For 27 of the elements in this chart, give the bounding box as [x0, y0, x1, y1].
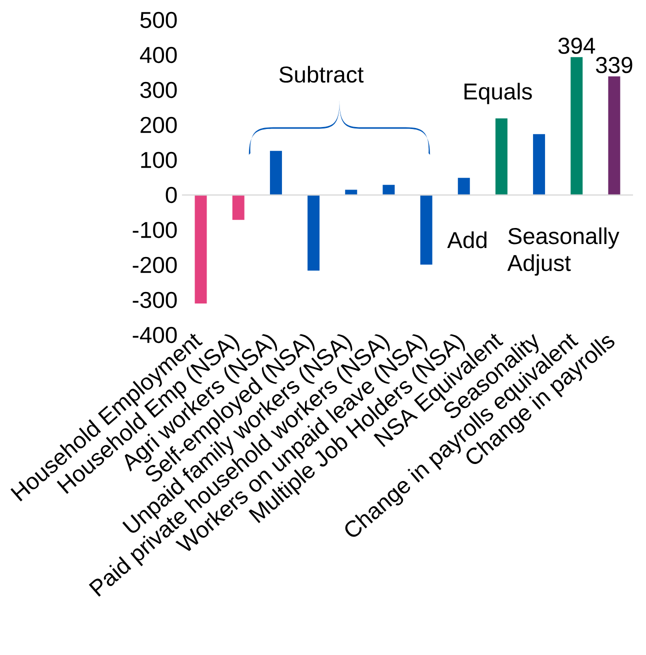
- bar: [270, 150, 282, 195]
- bar: [533, 134, 546, 195]
- annotation: Add: [447, 231, 486, 248]
- bar: [232, 195, 244, 220]
- bar: [194, 195, 207, 304]
- y-tick-label: -100: [132, 222, 177, 238]
- y-tick-label: 200: [140, 116, 177, 134]
- bar: [608, 76, 620, 195]
- data-label: 394: [558, 38, 596, 54]
- annotation: Equals: [464, 82, 532, 104]
- bar: [458, 178, 470, 195]
- y-tick-label: -200: [132, 256, 177, 274]
- bar: [308, 195, 320, 271]
- y-tick-label: -300: [132, 292, 177, 308]
- y-tick-label: 300: [140, 82, 177, 98]
- bar: [495, 118, 508, 195]
- bar: [570, 57, 583, 195]
- bar: [345, 190, 358, 195]
- bar: [382, 184, 395, 195]
- data-label: 339: [596, 56, 632, 74]
- y-tick-label: 0: [166, 186, 177, 204]
- bar: [420, 195, 432, 265]
- y-tick-label: 400: [140, 46, 177, 64]
- annotation: Subtract: [279, 66, 364, 83]
- annotation: Seasonally Adjust: [507, 227, 620, 276]
- y-tick-label: 100: [141, 152, 177, 168]
- y-tick-label: 500: [140, 12, 177, 28]
